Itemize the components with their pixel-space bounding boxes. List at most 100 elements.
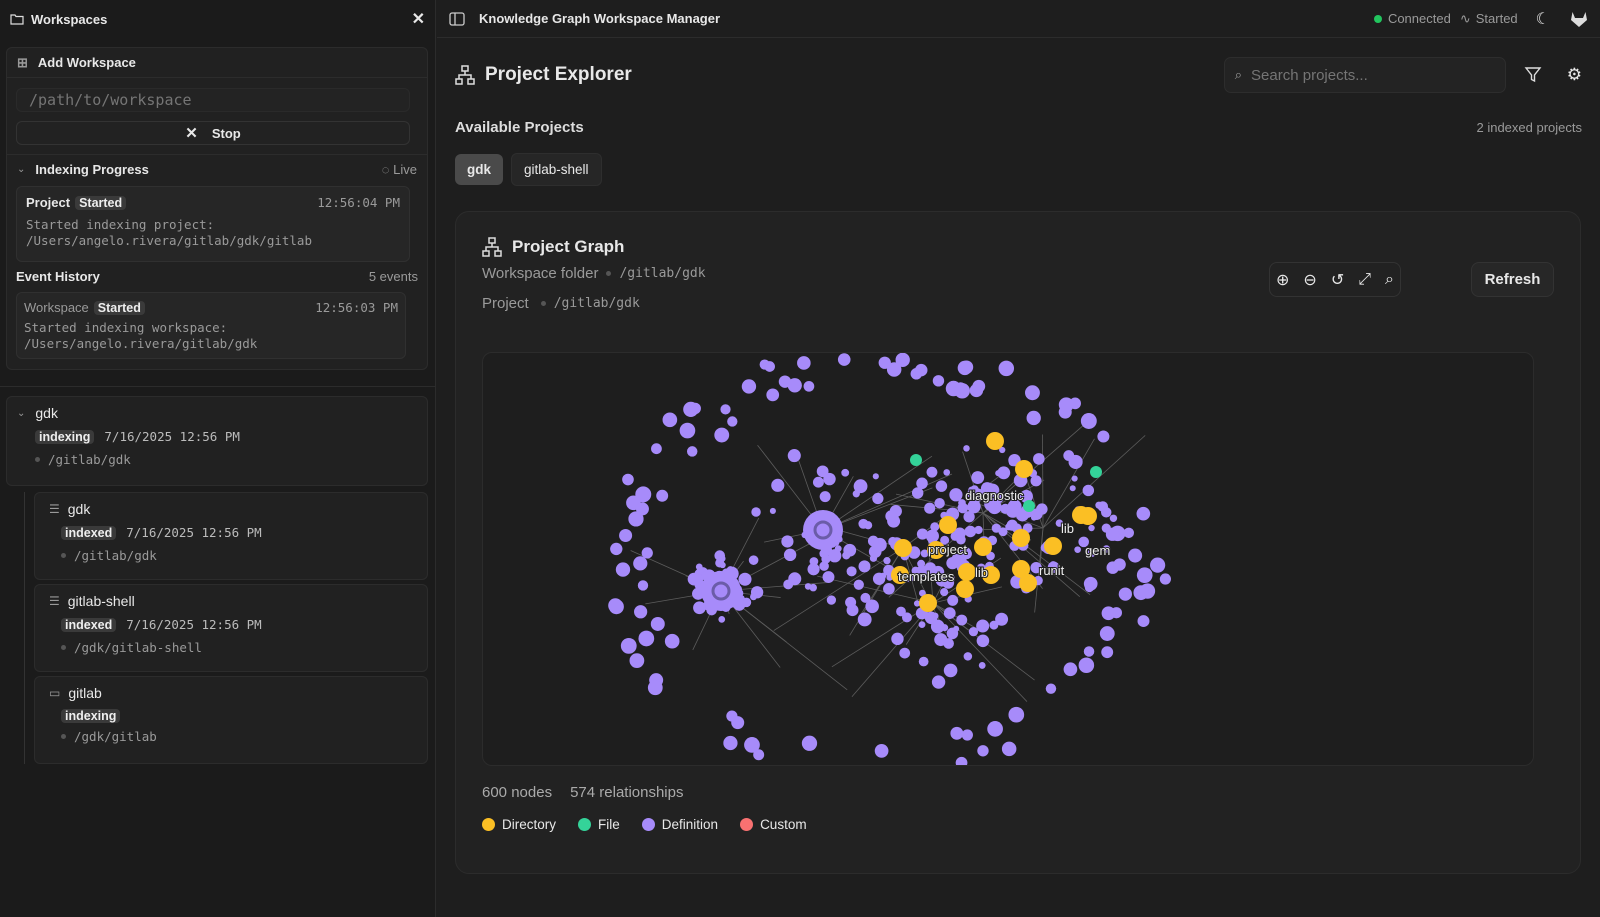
graph-node[interactable] xyxy=(679,422,696,439)
search-input[interactable] xyxy=(1251,66,1472,84)
directory-node[interactable] xyxy=(982,566,1000,584)
graph-node[interactable] xyxy=(961,729,973,741)
stop-button[interactable]: ✕ Stop xyxy=(16,121,410,145)
graph-node[interactable] xyxy=(1118,587,1132,601)
graph-node[interactable] xyxy=(872,572,886,585)
graph-node[interactable] xyxy=(1074,546,1081,553)
graph-node[interactable] xyxy=(940,588,949,597)
graph-node[interactable] xyxy=(727,416,738,427)
graph-node[interactable] xyxy=(918,656,929,667)
graph-node[interactable] xyxy=(1036,503,1048,515)
graph-node[interactable] xyxy=(853,579,864,590)
project-item[interactable]: ☰ gitlab-shell indexed 7/16/2025 12:56 PM … xyxy=(34,584,428,672)
graph-node[interactable] xyxy=(1097,430,1110,443)
graph-node[interactable] xyxy=(853,479,868,494)
graph-hub-node[interactable] xyxy=(701,571,741,611)
graph-node[interactable] xyxy=(1110,607,1123,619)
graph-node[interactable] xyxy=(723,735,738,751)
graph-node[interactable] xyxy=(885,510,897,522)
graph-node[interactable] xyxy=(956,614,968,626)
graph-node[interactable] xyxy=(610,542,623,556)
graph-node[interactable] xyxy=(943,607,956,620)
graph-node[interactable] xyxy=(693,601,706,615)
graph-canvas[interactable]: diagnostic project templates lib lib gem runit xyxy=(482,352,1534,766)
reset-icon[interactable]: ↺ xyxy=(1330,271,1345,289)
graph-node[interactable] xyxy=(1071,475,1078,482)
file-node[interactable] xyxy=(910,454,922,466)
graph-node[interactable] xyxy=(1136,567,1153,583)
graph-node[interactable] xyxy=(932,375,945,387)
directory-node[interactable] xyxy=(894,539,912,557)
graph-node[interactable] xyxy=(1078,657,1095,674)
graph-node[interactable] xyxy=(872,473,879,480)
directory-node[interactable] xyxy=(891,566,909,584)
graph-node[interactable] xyxy=(1083,646,1095,657)
graph-node[interactable] xyxy=(683,401,699,417)
graph-node[interactable] xyxy=(1113,558,1126,571)
file-node[interactable] xyxy=(1023,500,1035,512)
graph-node[interactable] xyxy=(1099,626,1115,641)
graph-node[interactable] xyxy=(787,449,801,463)
graph-node[interactable] xyxy=(1159,573,1172,585)
graph-node[interactable] xyxy=(787,378,802,393)
graph-node[interactable] xyxy=(1045,683,1057,694)
graph-node[interactable] xyxy=(878,356,891,369)
graph-node[interactable] xyxy=(1030,475,1042,487)
graph-node[interactable] xyxy=(969,383,984,398)
project-chip[interactable]: gdk xyxy=(455,154,504,185)
graph-node[interactable] xyxy=(819,491,831,503)
graph-node[interactable] xyxy=(943,638,954,649)
graph-node[interactable] xyxy=(997,466,1011,480)
graph-node[interactable] xyxy=(934,497,945,509)
graph-node[interactable] xyxy=(956,534,966,545)
graph-node[interactable] xyxy=(619,528,633,543)
graph-node[interactable] xyxy=(1006,519,1018,531)
graph-node[interactable] xyxy=(635,502,649,516)
graph-node[interactable] xyxy=(872,492,884,505)
graph-node[interactable] xyxy=(822,571,835,584)
graph-node[interactable] xyxy=(608,599,624,615)
graph-node[interactable] xyxy=(718,616,726,623)
graph-node[interactable] xyxy=(781,535,794,548)
graph-node[interactable] xyxy=(978,662,986,669)
graph-node[interactable] xyxy=(919,589,926,597)
graph-node[interactable] xyxy=(720,404,731,415)
directory-node[interactable] xyxy=(956,580,974,598)
search-box[interactable]: ⌕ xyxy=(1223,57,1506,93)
sidebar-toggle-icon[interactable] xyxy=(449,11,465,26)
graph-node[interactable] xyxy=(913,600,921,607)
graph-node[interactable] xyxy=(837,353,851,366)
graph-node[interactable] xyxy=(701,571,709,579)
graph-node[interactable] xyxy=(977,745,989,757)
graph-node[interactable] xyxy=(924,502,936,514)
directory-node[interactable] xyxy=(986,432,1004,450)
graph-hub-node[interactable] xyxy=(803,510,843,550)
graph-node[interactable] xyxy=(807,563,820,576)
graph-node[interactable] xyxy=(943,663,958,678)
graph-node[interactable] xyxy=(1069,485,1076,492)
graph-node[interactable] xyxy=(930,522,940,532)
graph-node[interactable] xyxy=(971,471,985,484)
graph-node[interactable] xyxy=(687,572,701,586)
graph-node[interactable] xyxy=(874,744,889,758)
graph-node[interactable] xyxy=(931,675,946,689)
graph-node[interactable] xyxy=(633,556,648,571)
graph-node[interactable] xyxy=(620,637,637,654)
graph-node[interactable] xyxy=(857,612,872,627)
graph-node[interactable] xyxy=(1133,585,1149,601)
graph-node[interactable] xyxy=(932,612,939,620)
graph-node[interactable] xyxy=(651,443,662,455)
directory-node[interactable] xyxy=(919,594,937,612)
graph-node[interactable] xyxy=(771,478,785,492)
graph-node[interactable] xyxy=(821,554,831,564)
graph-node[interactable] xyxy=(1150,557,1166,573)
graph-node[interactable] xyxy=(957,360,972,376)
filter-icon[interactable] xyxy=(1524,66,1542,84)
graph-node[interactable] xyxy=(1063,662,1078,677)
graph-node[interactable] xyxy=(899,647,911,659)
graph-node[interactable] xyxy=(726,566,735,574)
graph-node[interactable] xyxy=(629,653,645,669)
graph-node[interactable] xyxy=(719,555,726,562)
graph-node[interactable] xyxy=(998,527,1008,537)
directory-node[interactable] xyxy=(958,563,976,581)
